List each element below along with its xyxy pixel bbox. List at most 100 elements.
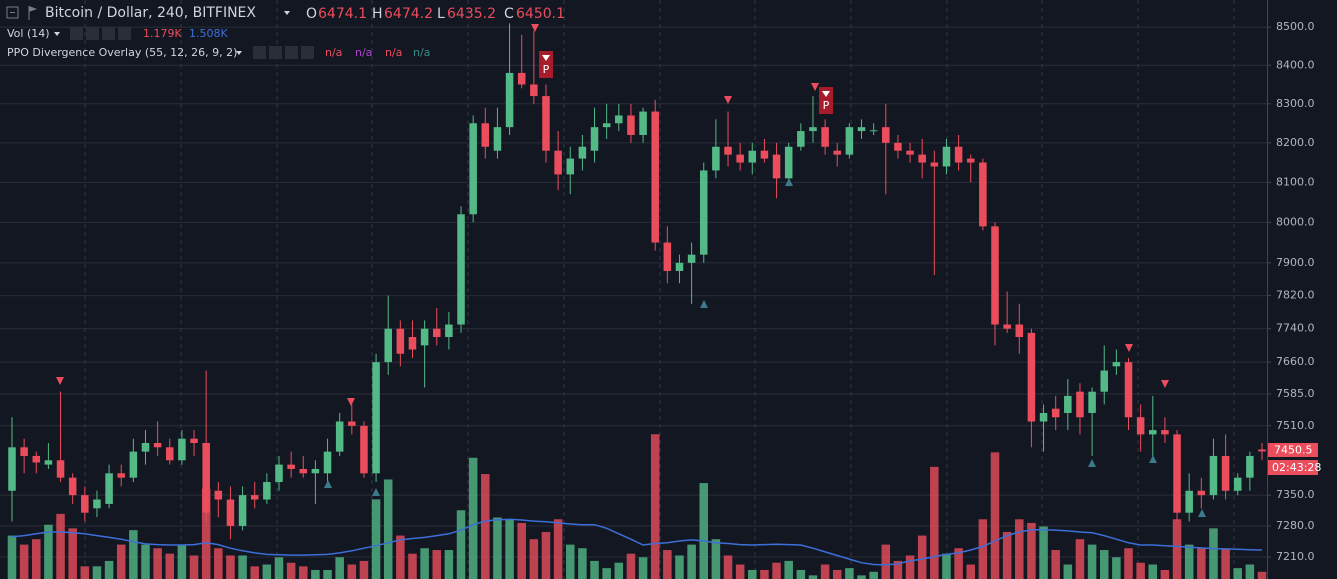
candle-body bbox=[590, 127, 599, 151]
candle-body bbox=[1173, 434, 1181, 513]
volume-bar bbox=[311, 569, 320, 579]
candle-body bbox=[784, 146, 793, 179]
volume-bar bbox=[214, 548, 223, 579]
candle-body bbox=[469, 123, 477, 215]
candle-body bbox=[68, 477, 77, 496]
volume-bar bbox=[1075, 539, 1085, 579]
symbol-title[interactable]: Bitcoin / Dollar, 240, BITFINEX bbox=[45, 5, 256, 21]
candle-body bbox=[105, 473, 113, 504]
volume-bar bbox=[383, 479, 393, 579]
volume-bar bbox=[978, 519, 988, 579]
volume-bar bbox=[1124, 548, 1133, 579]
y-tick-label: 8200.0 bbox=[1276, 136, 1315, 149]
volume-bar bbox=[165, 553, 175, 579]
ohlc-value: 6474.1 bbox=[318, 6, 367, 22]
candle-body bbox=[857, 127, 866, 132]
candle-body bbox=[918, 154, 926, 163]
volume-bar bbox=[675, 555, 684, 579]
candle-body bbox=[809, 127, 817, 132]
indicator-name[interactable]: PPO Divergence Overlay (55, 12, 26, 9, 2… bbox=[7, 46, 237, 59]
candle-body bbox=[153, 442, 162, 448]
candle-body bbox=[93, 499, 101, 509]
candle-body bbox=[420, 328, 429, 346]
volume-bar bbox=[760, 569, 769, 579]
candle-body bbox=[906, 150, 914, 155]
volume-bar bbox=[153, 548, 162, 579]
volume-bar bbox=[893, 560, 903, 579]
last-price-label: 7450.5 02:43:28 bbox=[1268, 443, 1321, 475]
candle-body bbox=[81, 495, 89, 513]
candle-body bbox=[627, 115, 635, 135]
ohlc-key: L bbox=[437, 6, 445, 22]
candle-body bbox=[1233, 477, 1242, 491]
volume-bar bbox=[1099, 550, 1109, 579]
candle-body bbox=[821, 127, 829, 147]
indicator-name[interactable]: Vol (14) bbox=[7, 27, 50, 40]
y-tick-label: 8300.0 bbox=[1276, 97, 1315, 110]
candle-body bbox=[894, 142, 902, 151]
volume-bar bbox=[650, 434, 660, 579]
volume-bar bbox=[845, 568, 854, 579]
candle-body bbox=[323, 451, 332, 474]
candle-body bbox=[663, 242, 672, 271]
volume-bar bbox=[857, 575, 866, 579]
candle-body bbox=[396, 328, 405, 354]
volume-bar bbox=[359, 560, 369, 579]
candle-body bbox=[1124, 362, 1133, 418]
y-tick-label: 7585.0 bbox=[1276, 387, 1315, 400]
volume-bar bbox=[274, 557, 284, 579]
price-axis bbox=[1267, 0, 1337, 579]
y-tick-label: 7280.0 bbox=[1276, 519, 1315, 532]
y-tick-label: 7820.0 bbox=[1276, 289, 1315, 302]
signals: P P bbox=[56, 24, 1206, 517]
candle-body bbox=[226, 499, 235, 526]
candle-body bbox=[930, 162, 939, 167]
y-tick-label: 8100.0 bbox=[1276, 175, 1315, 188]
candle-body bbox=[1039, 412, 1048, 422]
candle-body bbox=[517, 72, 526, 85]
candle-body bbox=[1064, 395, 1072, 413]
candle-body bbox=[190, 438, 198, 443]
candle-body bbox=[615, 115, 623, 124]
y-tick-label: 8500.0 bbox=[1276, 20, 1315, 33]
candle-body bbox=[1221, 455, 1230, 491]
candle-body bbox=[56, 460, 65, 478]
volume-bar bbox=[614, 562, 624, 579]
candle-body bbox=[287, 464, 295, 469]
volume-bar bbox=[80, 566, 90, 579]
collapse-icon[interactable] bbox=[6, 6, 19, 19]
candle-body bbox=[1149, 430, 1157, 435]
pivot-label: P bbox=[819, 87, 833, 114]
candle-body bbox=[1112, 362, 1121, 367]
volume-bar bbox=[432, 550, 442, 579]
volume-bar bbox=[493, 517, 502, 579]
candle-body bbox=[117, 473, 125, 478]
candle-body bbox=[772, 154, 781, 179]
last-price: 7450.5 bbox=[1274, 444, 1313, 457]
volume-bar bbox=[286, 562, 296, 579]
volume-bar bbox=[1087, 544, 1097, 579]
volume-bar bbox=[1051, 550, 1060, 579]
volume-bar bbox=[44, 524, 53, 579]
candle-body bbox=[238, 495, 247, 526]
volume-bar bbox=[347, 564, 357, 579]
candle-body bbox=[1015, 324, 1024, 338]
volume-bar bbox=[1112, 557, 1121, 579]
pivot-text: P bbox=[543, 63, 550, 76]
candle-body bbox=[1003, 324, 1011, 329]
candle-body bbox=[457, 214, 465, 325]
candle-body bbox=[554, 150, 562, 175]
candle-body bbox=[566, 158, 575, 175]
candle-body bbox=[166, 447, 174, 461]
volume-bar bbox=[723, 555, 733, 579]
volume-bar bbox=[1063, 564, 1073, 579]
indicator-buttons[interactable] bbox=[70, 27, 131, 40]
indicator-value: n/a bbox=[413, 46, 430, 59]
candle-body bbox=[481, 123, 490, 147]
indicator-buttons[interactable] bbox=[253, 46, 314, 59]
volume-bar bbox=[711, 539, 721, 579]
volume-bar bbox=[1027, 522, 1036, 579]
candle-body bbox=[712, 146, 720, 171]
volume-bar bbox=[1172, 519, 1182, 579]
